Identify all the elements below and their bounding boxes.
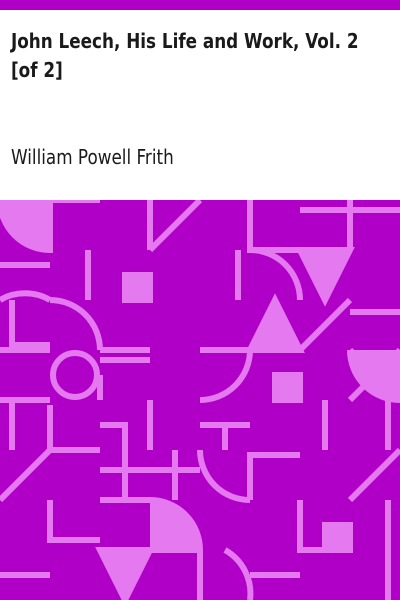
pattern-shape bbox=[347, 447, 400, 503]
pattern-shape bbox=[0, 290, 52, 303]
pattern-shape bbox=[100, 422, 128, 450]
pattern-shape bbox=[197, 449, 251, 503]
cover-art bbox=[0, 200, 400, 600]
pattern-shape bbox=[322, 522, 353, 553]
pattern-shape bbox=[100, 450, 200, 500]
pattern-shape bbox=[47, 200, 100, 220]
pattern-shape bbox=[122, 272, 153, 303]
top-accent-bar bbox=[0, 0, 400, 10]
pattern-shape bbox=[47, 500, 100, 543]
pattern-shape bbox=[147, 200, 203, 253]
pattern-shape bbox=[199, 349, 253, 403]
pattern-shape bbox=[297, 500, 350, 553]
book-title: John Leech, His Life and Work, Vol. 2 [o… bbox=[11, 29, 359, 82]
pattern-shapes bbox=[0, 200, 400, 600]
pattern-shape bbox=[249, 247, 303, 301]
pattern-shape bbox=[272, 372, 303, 403]
book-author: William Powell Frith bbox=[11, 145, 174, 169]
pattern-shape bbox=[0, 200, 53, 254]
pattern-shape bbox=[297, 297, 353, 353]
pattern-shape bbox=[0, 447, 53, 503]
pattern-shape bbox=[149, 497, 204, 553]
pattern-shape bbox=[9, 300, 50, 348]
geometric-pattern-icon bbox=[0, 200, 400, 600]
pattern-shape bbox=[97, 357, 150, 400]
pattern-shape bbox=[223, 547, 254, 600]
pattern-shape bbox=[49, 297, 103, 351]
pattern-shape bbox=[347, 347, 400, 403]
pattern-shape bbox=[247, 452, 300, 500]
title-block: John Leech, His Life and Work, Vol. 2 [o… bbox=[0, 10, 400, 200]
pattern-shape bbox=[200, 422, 250, 450]
pattern-shape bbox=[295, 247, 355, 307]
pattern-shape bbox=[95, 547, 155, 600]
pattern-shape bbox=[245, 293, 305, 353]
